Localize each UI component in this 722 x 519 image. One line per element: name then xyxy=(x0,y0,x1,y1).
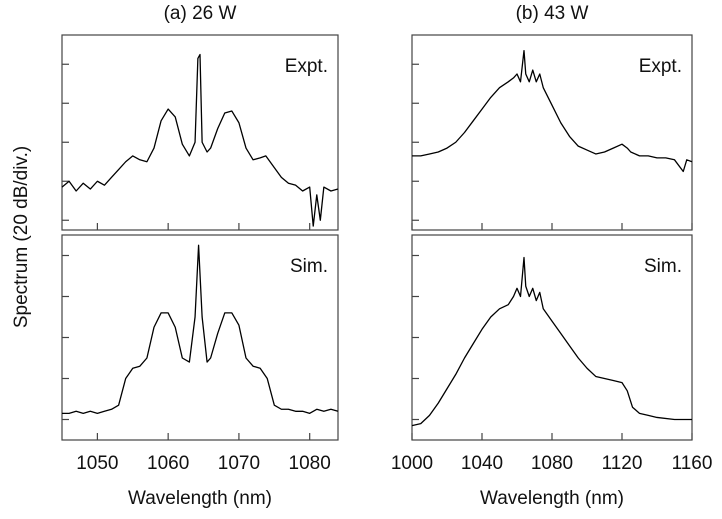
panel-annotation: Sim. xyxy=(290,256,328,277)
x-tick-label: 1050 xyxy=(76,453,118,474)
plot-frame xyxy=(61,34,339,231)
y-axis-label: Spectrum (20 dB/div.) xyxy=(11,146,32,328)
x-tick-label: 1060 xyxy=(147,453,189,474)
spectrum-line xyxy=(412,49,693,173)
panel-annotation: Expt. xyxy=(639,56,682,77)
panel-title: (a) 26 W xyxy=(164,3,237,24)
x-tick-label: 1000 xyxy=(391,453,433,474)
x-axis-label: Wavelength (nm) xyxy=(480,488,624,509)
spectrum-line xyxy=(411,256,692,427)
panel-annotation: Sim. xyxy=(644,256,682,277)
spectrum-line xyxy=(61,53,339,227)
panel-title: (b) 43 W xyxy=(516,3,589,24)
x-axis-label: Wavelength (nm) xyxy=(128,488,272,509)
spectrum-line xyxy=(62,244,339,414)
x-tick-label: 1040 xyxy=(461,453,503,474)
x-tick-label: 1080 xyxy=(289,453,331,474)
x-tick-label: 1070 xyxy=(218,453,260,474)
x-tick-label: 1120 xyxy=(602,453,643,474)
x-tick-label: 1080 xyxy=(531,453,573,474)
x-tick-label: 1160 xyxy=(672,453,713,474)
panel-annotation: Expt. xyxy=(285,56,328,77)
